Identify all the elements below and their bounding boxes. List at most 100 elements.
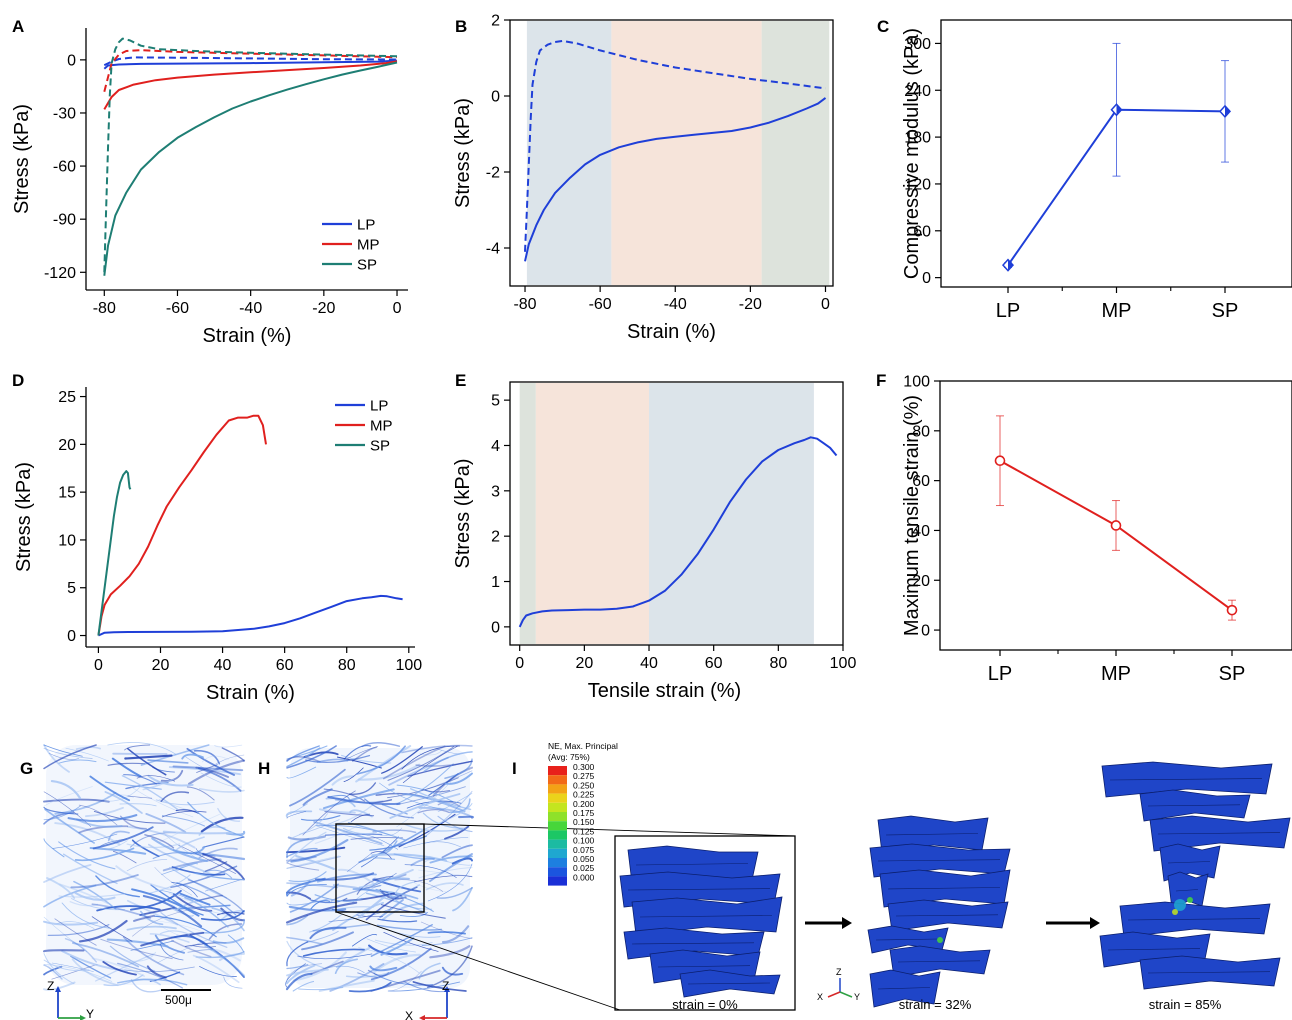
axis-z-arrowhead: [55, 986, 61, 992]
fibre-strand: [154, 867, 193, 896]
mesh-label-85: strain = 85%: [1149, 997, 1222, 1012]
fibre-strand: [91, 903, 152, 919]
y-axis-label: Stress (kPa): [11, 104, 33, 214]
fibre-strand: [427, 863, 473, 902]
fibre-strand: [170, 865, 238, 889]
x-tick-label: 40: [214, 657, 232, 674]
category-label-lp: LP: [988, 663, 1012, 685]
fibre-strand: [302, 788, 333, 806]
fibre-strand: [387, 746, 454, 781]
fibre-strand: [117, 978, 188, 986]
fibre-strand: [171, 881, 198, 898]
y-tick-label: -30: [53, 105, 76, 122]
series-line-lp-solid: [103, 59, 398, 70]
fibre-strand: [458, 815, 474, 819]
fibre-strand: [157, 938, 210, 964]
fibre-strand: [161, 815, 206, 827]
fibre-strand: [285, 901, 358, 924]
mesh-strain-32: [867, 815, 1011, 1008]
fibre-strand: [286, 862, 320, 871]
fibre-strand: [130, 786, 194, 818]
fibre-strand: [286, 964, 316, 985]
colorbar-tick-label: 0.125: [573, 826, 595, 836]
mesh-edge: [1175, 889, 1199, 892]
fibre-strand: [152, 852, 202, 860]
shaded-region-3: [761, 21, 830, 285]
fibre-strand: [403, 837, 469, 849]
triad-x: [827, 991, 841, 998]
data-point-fill: [1116, 104, 1122, 116]
fibre-strand: [407, 760, 473, 777]
fibre-strand: [154, 915, 217, 938]
mesh-edge: [1167, 861, 1211, 864]
fibre-strand: [200, 816, 244, 833]
panel-a: A -80 -60 -40 -20 0 0 -30 -60 -90 -120 Strain (%) St…: [11, 17, 408, 347]
panel-letter: I: [512, 759, 517, 778]
fibre-strand: [59, 883, 109, 905]
fibre-strand: [133, 914, 155, 922]
fibre-strand: [394, 879, 443, 892]
series-line-lp-solid: [524, 97, 827, 262]
fibre-strand: [104, 781, 162, 790]
y-tick-label: 100: [903, 374, 930, 391]
fibre-strand: [379, 840, 398, 855]
fibre-strand: [195, 951, 245, 959]
fibre-strand: [310, 960, 344, 975]
fibre-strand: [175, 809, 200, 814]
fibre-strand: [127, 795, 153, 799]
fibre-strand: [169, 866, 227, 899]
fibre-strand: [171, 866, 226, 876]
mesh-edge: [1147, 804, 1241, 807]
fibre-strand: [314, 825, 385, 846]
fibre-strand: [286, 847, 318, 858]
fibre-strand: [43, 981, 76, 991]
y-tick-label: 0: [67, 52, 76, 69]
fibre-strand: [187, 801, 244, 838]
panel-d: D 0 20 40 60 80 100 0 5 10 15 20 25 Strain (%) Stress …: [12, 371, 422, 704]
panel-e: E 0 20 40 60 80 100 0 1 2 3 4 5 Tensile strain (%) Str…: [452, 371, 856, 702]
fibre-strand: [43, 916, 88, 952]
fibre-strand: [46, 877, 76, 899]
fibre-strand: [289, 768, 346, 807]
fibre-strand: [176, 836, 205, 851]
fibre-strand: [202, 853, 245, 881]
fibre-strand: [78, 804, 118, 826]
axis-z-label: Z: [47, 979, 54, 993]
x-tick-label: -80: [93, 300, 116, 317]
fibre-strand: [346, 746, 379, 760]
mesh-edge: [1157, 832, 1281, 835]
fibre-strand: [212, 937, 245, 944]
colorbar-tick-label: 0.275: [573, 771, 595, 781]
fibre-strand: [159, 930, 190, 935]
fibre-strand: [297, 953, 373, 960]
fibre-strand: [352, 934, 378, 947]
fibre-strand: [369, 965, 398, 972]
fibre-strand: [149, 874, 191, 894]
fibre-strand: [70, 874, 139, 889]
fibre-strand: [43, 964, 63, 980]
fibre-strand: [51, 963, 98, 980]
fibre-strand: [43, 786, 93, 807]
fibre-strand: [306, 930, 339, 943]
x-tick-label: -80: [513, 296, 536, 313]
fibre-strand: [327, 794, 350, 800]
fibre-strand: [358, 830, 423, 863]
fibre-strand: [223, 976, 243, 989]
fibre-strand: [376, 924, 443, 931]
fibre-strand: [126, 899, 179, 926]
fibre-strand: [381, 877, 410, 882]
y-tick-label: 80: [912, 423, 930, 440]
x-axis-label: Strain (%): [203, 325, 292, 347]
fibre-strand: [323, 965, 365, 974]
triad-y: [839, 991, 853, 998]
fibre-strand: [330, 885, 381, 902]
mesh-edge: [687, 982, 771, 985]
fibre-strand: [70, 955, 112, 979]
x-tick-label: 80: [338, 657, 356, 674]
mesh-edge: [887, 887, 1001, 890]
fibre-strand: [142, 778, 174, 791]
fibre-strand: [370, 947, 432, 981]
fibre-strand: [327, 804, 374, 826]
axis-y-arrowhead: [80, 1015, 86, 1020]
fibre-strand: [126, 843, 181, 849]
